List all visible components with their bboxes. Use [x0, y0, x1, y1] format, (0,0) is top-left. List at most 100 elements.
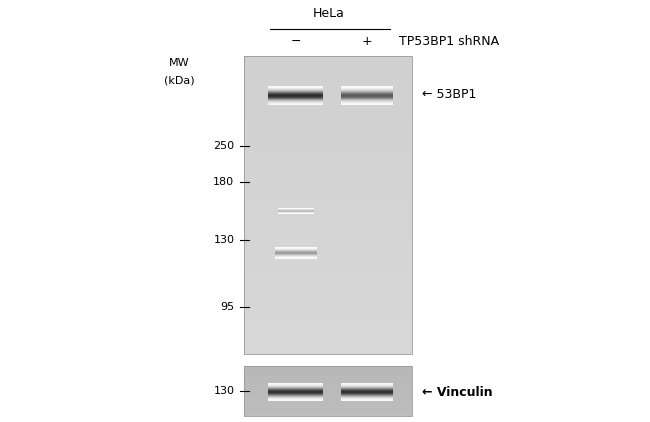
Bar: [244, 388, 412, 389]
Bar: [244, 342, 412, 345]
Bar: [244, 333, 412, 335]
Bar: [244, 238, 412, 241]
Bar: [244, 327, 412, 330]
Bar: [244, 391, 412, 392]
Bar: [244, 371, 412, 372]
Bar: [244, 411, 412, 412]
Bar: [244, 403, 412, 404]
Bar: [244, 330, 412, 333]
Bar: [244, 163, 412, 166]
Bar: [244, 412, 412, 413]
Bar: [244, 369, 412, 370]
Bar: [244, 83, 412, 86]
Bar: [244, 258, 412, 261]
Bar: [244, 175, 412, 178]
Bar: [244, 92, 412, 95]
Bar: [244, 232, 412, 235]
Bar: [244, 321, 412, 324]
Bar: [244, 157, 412, 160]
Bar: [244, 172, 412, 175]
Bar: [244, 97, 412, 100]
Text: 95: 95: [220, 303, 235, 312]
Bar: [244, 77, 412, 80]
Bar: [244, 282, 412, 285]
Text: ← 53BP1: ← 53BP1: [422, 88, 476, 101]
Bar: [244, 267, 412, 270]
Bar: [244, 385, 412, 386]
Bar: [244, 400, 412, 401]
Bar: [244, 291, 412, 294]
Text: +: +: [362, 35, 372, 48]
Bar: [244, 386, 412, 387]
Bar: [244, 208, 412, 211]
Bar: [244, 145, 412, 148]
Bar: [244, 401, 412, 402]
Bar: [244, 106, 412, 109]
Bar: [244, 80, 412, 83]
Bar: [244, 377, 412, 378]
Bar: [244, 389, 412, 390]
Bar: [244, 112, 412, 116]
Bar: [244, 381, 412, 382]
Bar: [244, 205, 412, 208]
Bar: [244, 74, 412, 77]
Bar: [244, 276, 412, 279]
Bar: [244, 413, 412, 414]
Bar: [244, 136, 412, 139]
Bar: [244, 383, 412, 384]
Bar: [244, 368, 412, 369]
Bar: [244, 380, 412, 381]
Bar: [244, 100, 412, 103]
Bar: [244, 348, 412, 351]
Bar: [244, 338, 412, 342]
Bar: [244, 288, 412, 291]
Bar: [244, 252, 412, 255]
Bar: [244, 370, 412, 371]
Text: −: −: [291, 35, 301, 48]
Bar: [244, 392, 412, 393]
Bar: [244, 181, 412, 184]
Bar: [244, 374, 412, 375]
Bar: [244, 394, 412, 395]
Bar: [244, 222, 412, 225]
Text: (kDa): (kDa): [164, 75, 195, 85]
Bar: [244, 294, 412, 297]
Bar: [244, 367, 412, 368]
Bar: [244, 56, 412, 59]
Bar: [244, 122, 412, 124]
Bar: [244, 318, 412, 321]
Bar: [244, 187, 412, 190]
Bar: [244, 127, 412, 130]
Bar: [244, 169, 412, 172]
Bar: [244, 409, 412, 410]
Bar: [244, 306, 412, 309]
Bar: [244, 124, 412, 127]
Bar: [244, 139, 412, 142]
Bar: [244, 216, 412, 219]
Bar: [244, 407, 412, 408]
Bar: [244, 219, 412, 222]
Bar: [244, 62, 412, 65]
Bar: [244, 142, 412, 145]
Bar: [244, 229, 412, 232]
Bar: [244, 211, 412, 214]
Bar: [244, 414, 412, 415]
Bar: [244, 56, 412, 354]
Bar: [244, 241, 412, 243]
Bar: [244, 373, 412, 374]
Text: 130: 130: [213, 386, 235, 396]
Bar: [244, 384, 412, 385]
Bar: [244, 372, 412, 373]
Bar: [244, 133, 412, 136]
Bar: [244, 351, 412, 354]
Text: HeLa: HeLa: [312, 7, 344, 20]
Bar: [244, 300, 412, 303]
Bar: [244, 130, 412, 133]
Bar: [244, 116, 412, 119]
Bar: [244, 393, 412, 394]
Bar: [244, 376, 412, 377]
Bar: [244, 285, 412, 288]
Text: 180: 180: [213, 177, 235, 187]
Bar: [244, 214, 412, 216]
Bar: [244, 59, 412, 62]
